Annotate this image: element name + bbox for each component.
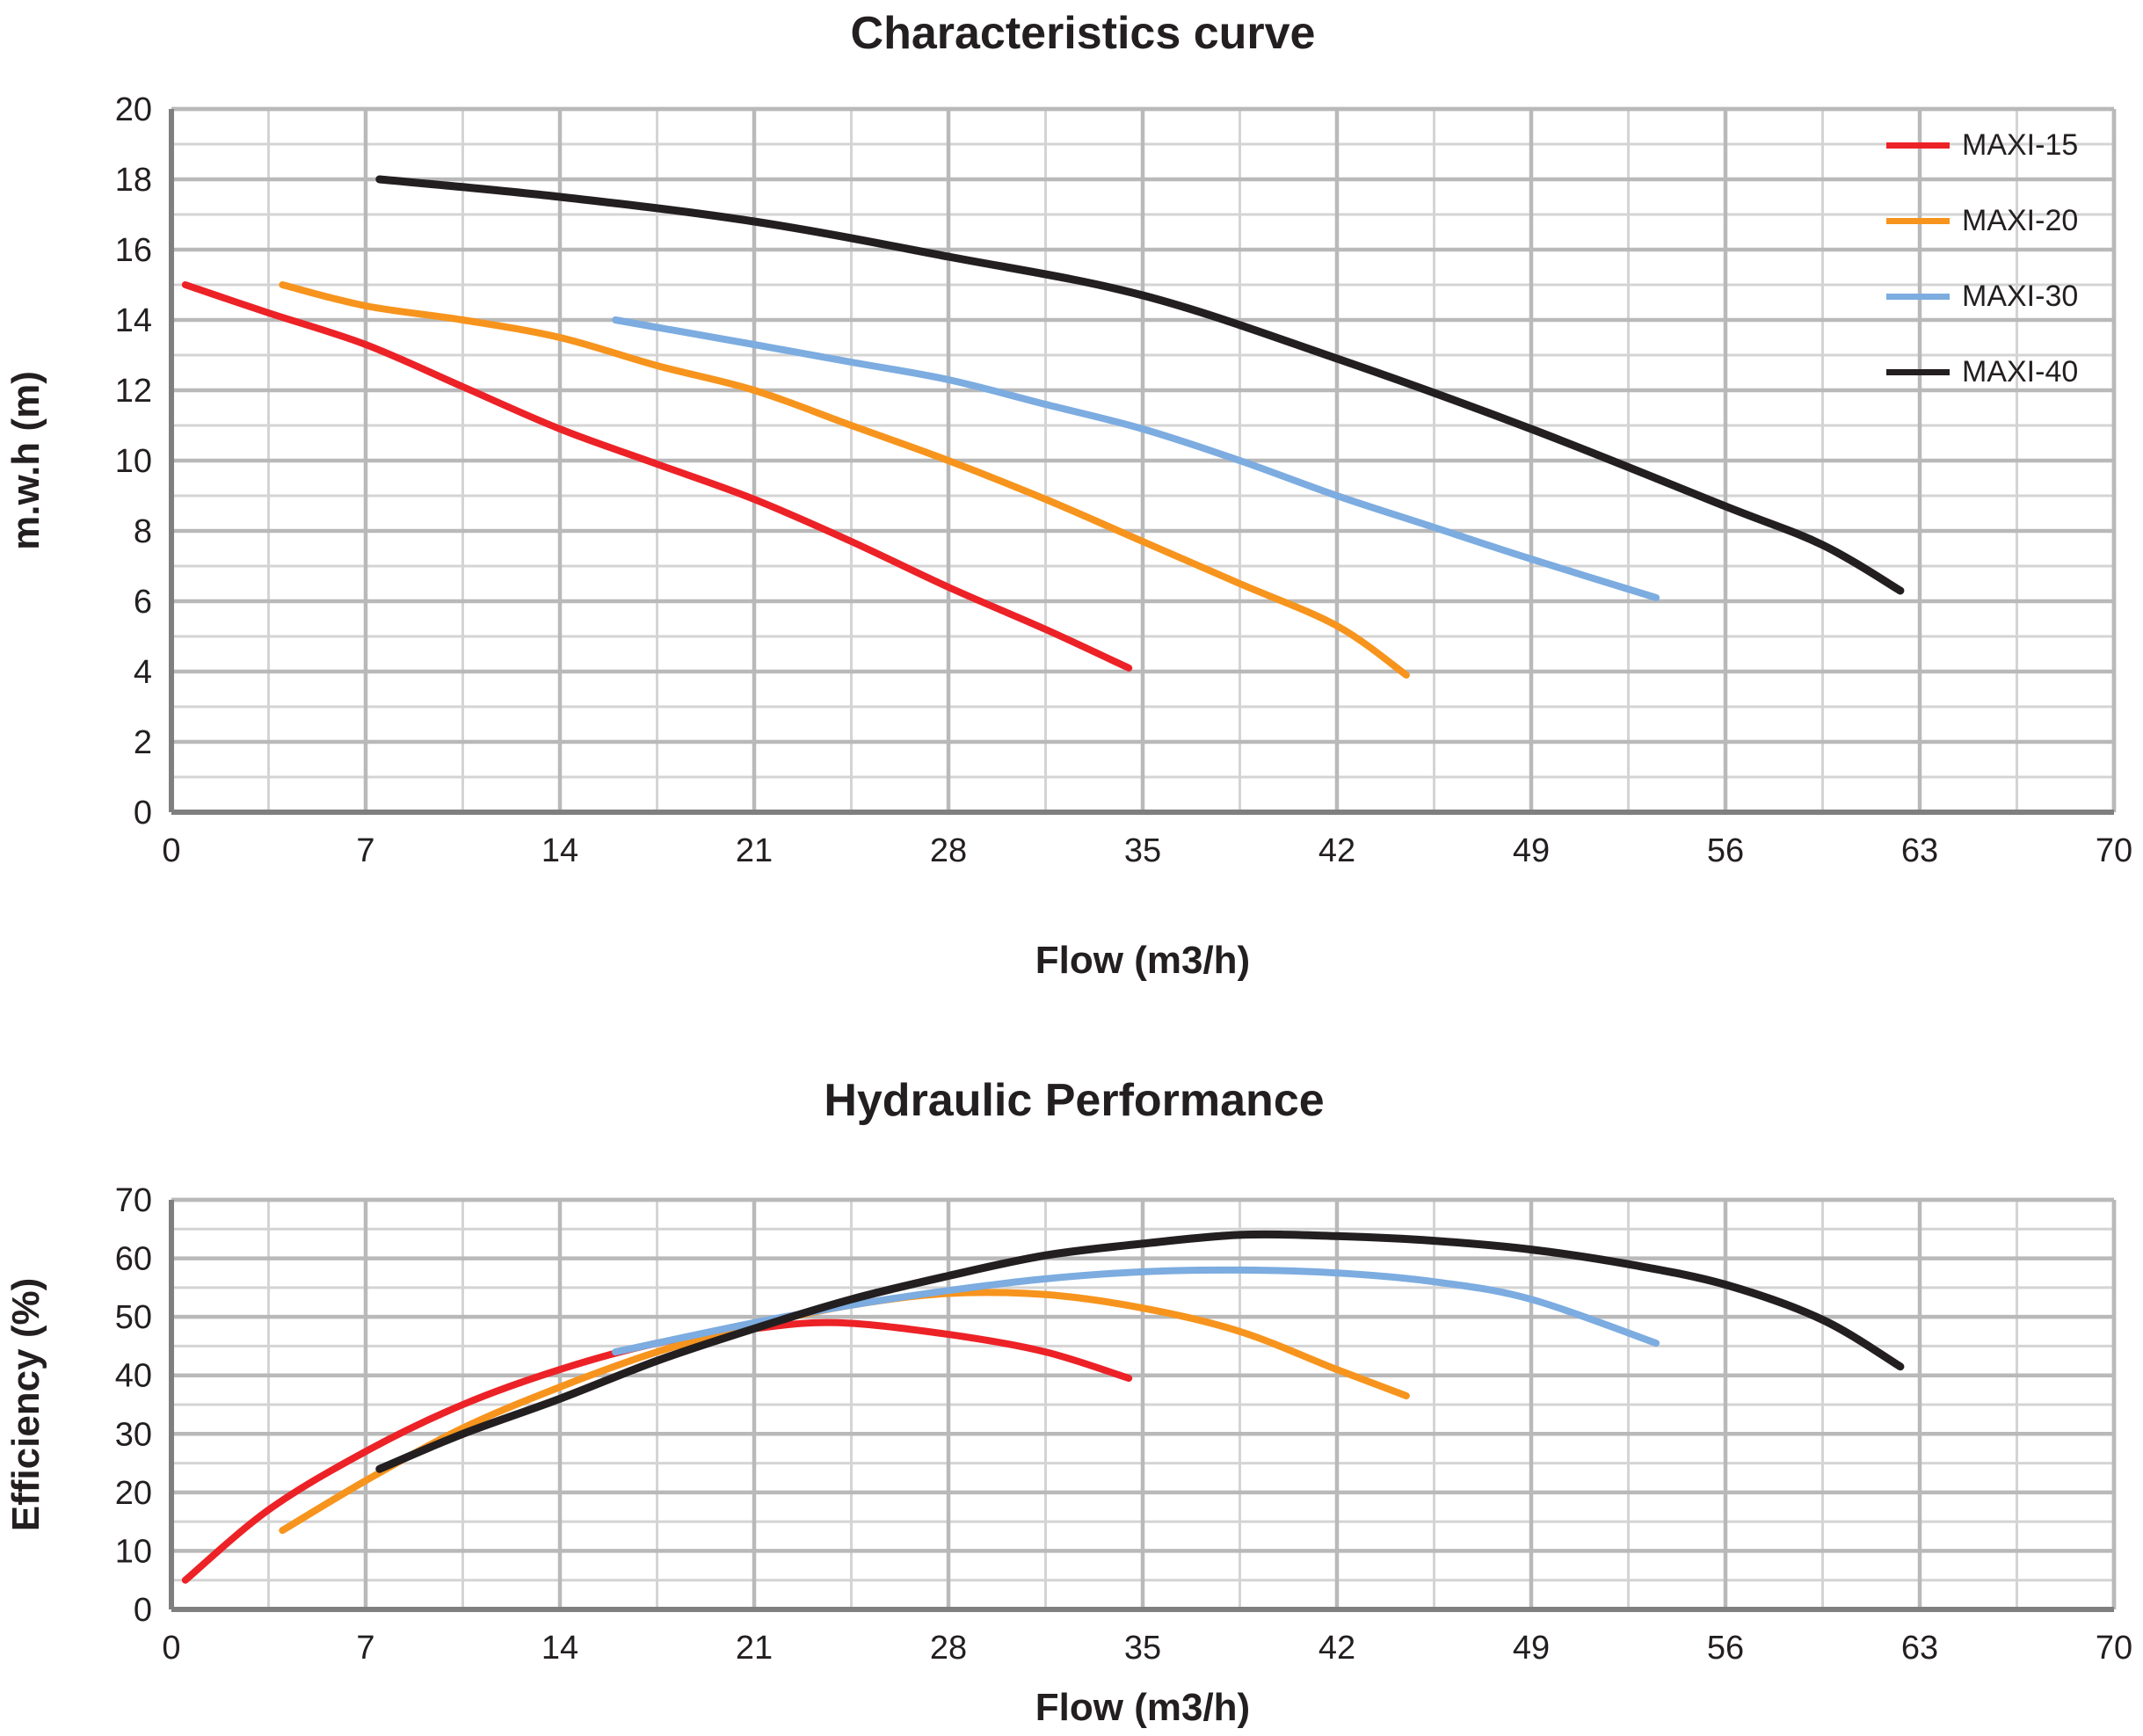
curve-maxi-40 — [375, 1230, 1905, 1473]
legend-item-maxi-20: MAXI-20 — [1886, 183, 2078, 258]
x-tick-label: 0 — [162, 1630, 180, 1667]
y-tick-label: 6 — [134, 584, 152, 621]
curve-maxi-30 — [612, 1266, 1660, 1356]
tick-labels: 0 7 14 21 28 35 42 49 56 63 70 0 2 4 6 8 10 12 14 16 18 20 — [115, 91, 2132, 869]
x-tick-label: 56 — [1707, 832, 1744, 869]
y-tick-label: 0 — [134, 1592, 152, 1629]
x-tick-label: 42 — [1318, 1630, 1355, 1667]
y-tick-label: 8 — [134, 513, 152, 550]
maxi-30-line-swatch-icon — [1886, 293, 1950, 300]
x-tick-label: 14 — [541, 1630, 578, 1667]
legend-label: MAXI-40 — [1962, 354, 2079, 389]
y-tick-label: 0 — [134, 795, 152, 832]
maxi-40-line-swatch-icon — [1886, 368, 1950, 375]
y-tick-label: 10 — [115, 443, 152, 480]
legend-label: MAXI-20 — [1962, 203, 2079, 237]
y-tick-label: 40 — [115, 1358, 152, 1395]
y-tick-label: 20 — [115, 91, 152, 128]
curve-maxi-15 — [181, 281, 1133, 672]
x-tick-label: 70 — [2096, 1630, 2132, 1667]
chart2-x-axis-title: Flow (m3/h) — [1035, 1686, 1251, 1729]
maxi-15-line-swatch-icon — [1886, 142, 1950, 149]
curve-maxi-30 — [612, 316, 1660, 601]
chart2-title: Hydraulic Performance — [824, 1075, 1325, 1126]
maxi-20-line-swatch-icon — [1886, 217, 1950, 224]
y-tick-label: 2 — [134, 724, 152, 761]
x-tick-label: 21 — [736, 832, 773, 869]
x-tick-label: 63 — [1901, 832, 1938, 869]
chart1-title: Characteristics curve — [850, 8, 1316, 59]
chart2-plot: 0 7 14 21 28 35 42 49 56 63 70 0 10 20 30 40 50 60 70 — [115, 1182, 2132, 1667]
y-tick-label: 20 — [115, 1475, 152, 1512]
legend-item-maxi-15: MAXI-15 — [1886, 107, 2078, 183]
chart1-x-axis-title: Flow (m3/h) — [1035, 939, 1251, 982]
legend-item-maxi-40: MAXI-40 — [1886, 334, 2078, 410]
chart1-legend: MAXI-15 MAXI-20 MAXI-30 MAXI-40 — [1886, 107, 2078, 410]
x-tick-label: 49 — [1513, 832, 1550, 869]
legend-item-maxi-30: MAXI-30 — [1886, 258, 2078, 334]
y-tick-label: 14 — [115, 302, 152, 339]
x-tick-label: 28 — [930, 1630, 967, 1667]
y-tick-label: 18 — [115, 162, 152, 199]
x-tick-label: 14 — [541, 832, 578, 869]
grid — [169, 106, 2117, 815]
x-tick-label: 35 — [1124, 832, 1161, 869]
y-tick-label: 70 — [115, 1182, 152, 1219]
x-tick-label: 35 — [1124, 1630, 1161, 1667]
y-tick-label: 60 — [115, 1241, 152, 1278]
x-tick-label: 7 — [356, 1630, 374, 1667]
x-tick-label: 49 — [1513, 1630, 1550, 1667]
legend-label: MAXI-30 — [1962, 279, 2079, 313]
y-tick-label: 50 — [115, 1299, 152, 1336]
y-tick-label: 16 — [115, 232, 152, 269]
x-tick-label: 7 — [356, 832, 374, 869]
x-tick-label: 28 — [930, 832, 967, 869]
x-tick-label: 56 — [1707, 1630, 1744, 1667]
y-tick-label: 12 — [115, 373, 152, 410]
x-tick-label: 0 — [162, 832, 180, 869]
y-tick-label: 4 — [134, 654, 152, 691]
curve-maxi-20 — [279, 281, 1410, 679]
x-tick-label: 21 — [736, 1630, 773, 1667]
x-tick-label: 42 — [1318, 832, 1355, 869]
x-tick-label: 70 — [2096, 832, 2132, 869]
legend-label: MAXI-15 — [1962, 127, 2079, 162]
x-tick-label: 63 — [1901, 1630, 1938, 1667]
curve-maxi-40 — [375, 175, 1905, 595]
chart1-plot: 0 7 14 21 28 35 42 49 56 63 70 0 2 4 6 8 10 12 14 16 18 20 — [115, 91, 2132, 869]
y-tick-label: 30 — [115, 1416, 152, 1453]
y-tick-label: 10 — [115, 1533, 152, 1570]
tick-labels: 0 7 14 21 28 35 42 49 56 63 70 0 10 20 30 40 50 60 70 — [115, 1182, 2132, 1667]
